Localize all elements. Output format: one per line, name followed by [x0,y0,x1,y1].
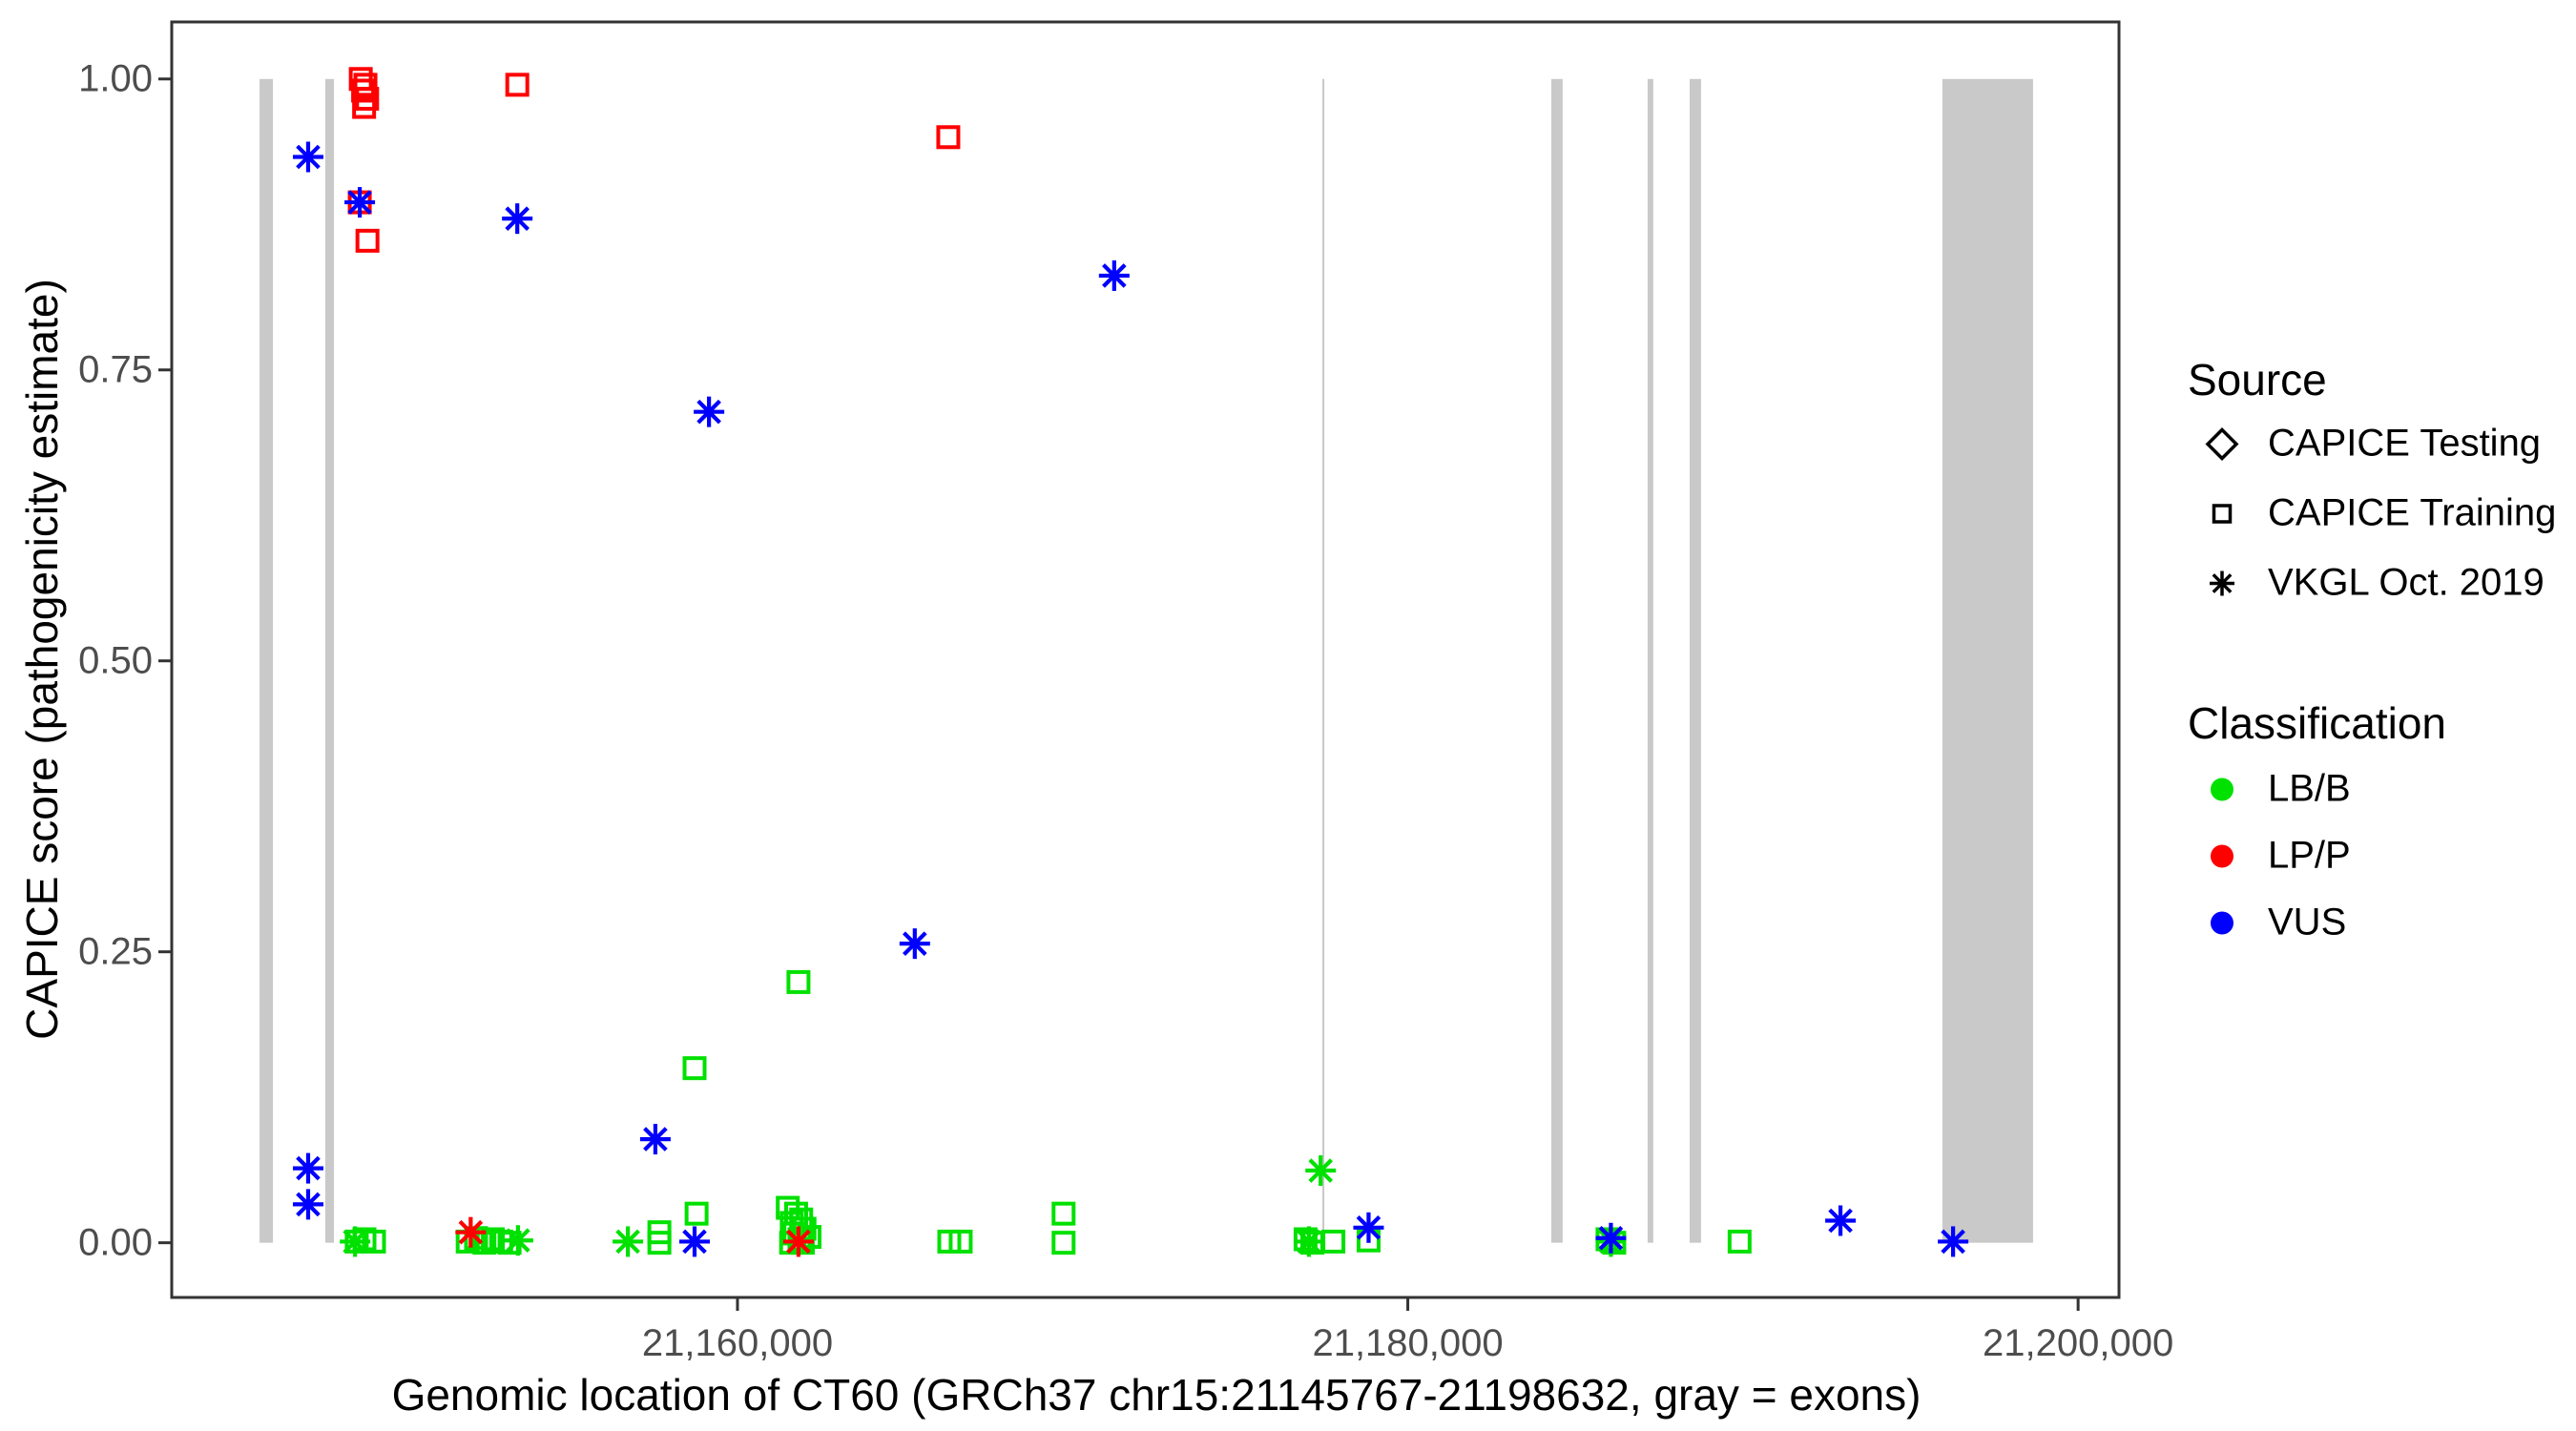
exon-bar [1647,78,1653,1243]
data-point-asterisk [782,1226,814,1257]
data-point-asterisk [1098,259,1130,291]
data-point-square [1727,1229,1752,1254]
data-point-asterisk [613,1226,644,1257]
legend-label: CAPICE Training [2268,491,2557,534]
legend-item-vus: VUS [2201,902,2346,944]
exon-bar [1689,78,1701,1243]
data-point-asterisk [1595,1222,1627,1254]
legend-label: VKGL Oct. 2019 [2268,561,2545,604]
data-point-square [1293,1227,1318,1252]
data-point-asterisk [1938,1226,1969,1257]
legend-classification-title: Classification [2188,698,2446,748]
x-axis-title: Genomic location of CT60 (GRCh37 chr15:2… [391,1370,1922,1420]
y-tick-label: 0.00 [78,1221,153,1264]
x-tick-label: 21,180,000 [1312,1322,1504,1364]
red-dot-icon [2201,835,2243,877]
legend-label: LP/P [2268,834,2351,877]
data-point-square [682,1056,707,1081]
data-point-square [948,1229,973,1254]
exon-bar [324,78,335,1243]
data-point-square [786,969,811,994]
green-dot-icon [2201,768,2243,810]
y-tick-label: 0.50 [78,639,153,682]
data-point-asterisk [340,1226,371,1257]
blue-dot-icon [2201,902,2243,944]
x-tick-label: 21,200,000 [1983,1322,2174,1364]
exon-bar [1942,78,2033,1243]
legend-item-capice-testing: CAPICE Testing [2201,423,2541,466]
data-point-asterisk [1293,1226,1324,1257]
exon-bar [1321,78,1325,1243]
legend-item-vkgl: VKGL Oct. 2019 [2201,562,2545,605]
data-point-asterisk [292,1189,323,1220]
exon-bar [260,78,274,1243]
data-point-asterisk [344,187,376,218]
y-tick-label: 1.00 [78,57,153,100]
data-point-asterisk [679,1226,711,1257]
y-tick-label: 0.25 [78,930,153,973]
legend-label: LB/B [2268,767,2351,810]
data-point-asterisk [639,1124,671,1155]
data-point-asterisk [1353,1212,1384,1243]
data-point-square [1321,1229,1346,1254]
data-point-asterisk [1825,1205,1857,1236]
data-point-asterisk [292,1152,323,1184]
legend-label: CAPICE Testing [2268,422,2542,465]
data-point-asterisk [502,1225,533,1256]
x-tick-label: 21,160,000 [641,1322,834,1364]
data-point-square [684,1201,709,1226]
data-point-asterisk [899,928,930,960]
data-point-asterisk [1305,1155,1337,1187]
data-point-square [355,228,380,253]
data-point-square [505,73,530,97]
legend-label: VUS [2268,901,2347,944]
square-icon [2201,492,2243,534]
plot-border [170,20,2121,1299]
legend-item-lpp: LP/P [2201,835,2351,878]
legend-item-lbb: LB/B [2201,768,2351,811]
exon-bar [1550,78,1563,1243]
data-point-square [647,1231,672,1255]
y-tick-label: 0.75 [78,348,153,391]
data-point-asterisk [292,141,323,173]
data-point-square [936,125,961,150]
data-point-square [353,73,378,97]
diamond-icon [2201,423,2243,465]
data-point-square [352,94,377,119]
data-point-asterisk [502,203,533,235]
data-point-square [1051,1231,1076,1255]
data-point-asterisk [694,396,725,427]
legend-source-title: Source [2188,355,2327,404]
data-point-asterisk [455,1216,487,1248]
legend-item-capice-training: CAPICE Training [2201,492,2556,535]
asterisk-icon [2201,562,2243,604]
data-point-square [1051,1201,1076,1226]
